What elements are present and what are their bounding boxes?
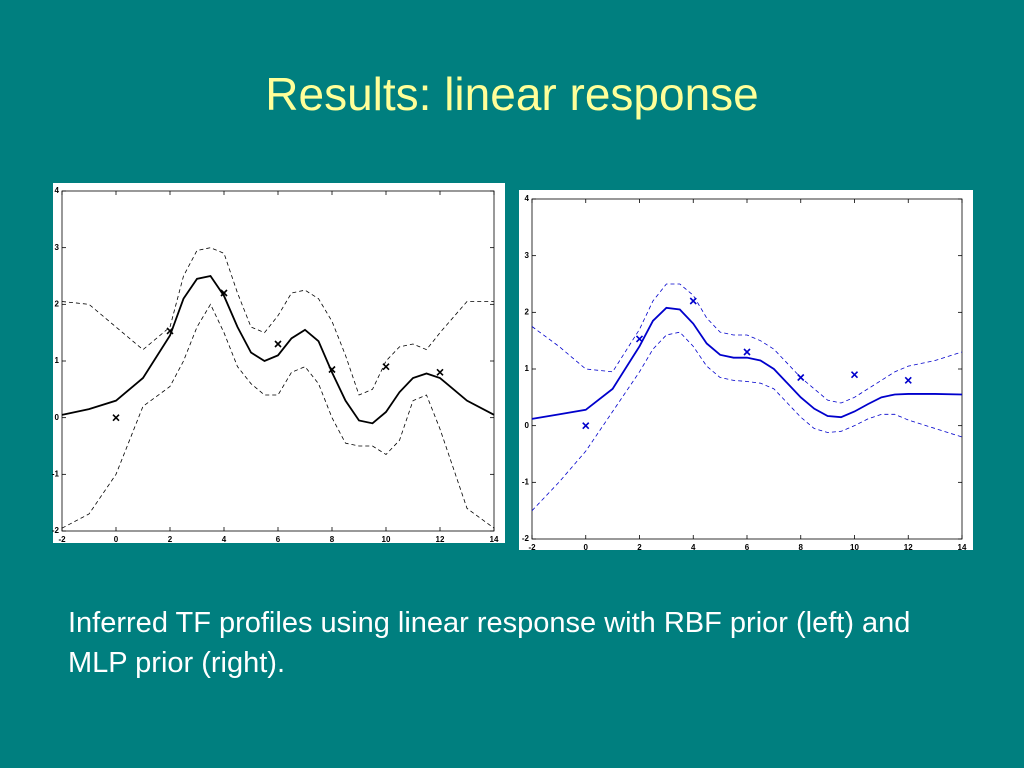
x-tick-label: -2 bbox=[528, 543, 536, 552]
y-tick-label: 2 bbox=[525, 307, 530, 316]
x-tick-label: 8 bbox=[799, 543, 804, 552]
data-point bbox=[328, 365, 336, 374]
x-tick-label: 10 bbox=[382, 535, 391, 544]
data-point bbox=[274, 340, 282, 348]
x-tick-label: 8 bbox=[330, 535, 335, 544]
y-tick-label: 4 bbox=[525, 194, 530, 203]
confidence-line bbox=[531, 331, 963, 511]
x-tick-label: 14 bbox=[490, 535, 499, 544]
y-tick-label: -2 bbox=[52, 526, 60, 535]
x-tick-label: 4 bbox=[222, 535, 227, 544]
x-tick-label: 0 bbox=[584, 543, 589, 552]
y-tick-label: 1 bbox=[525, 364, 530, 373]
data-point bbox=[797, 373, 805, 382]
x-tick-label: 6 bbox=[276, 535, 281, 544]
slide-title: Results: linear response bbox=[265, 68, 758, 120]
y-tick-label: 1 bbox=[55, 356, 60, 365]
y-tick-label: 0 bbox=[55, 413, 60, 422]
y-tick-label: 0 bbox=[525, 421, 530, 430]
data-point bbox=[112, 414, 120, 422]
data-point bbox=[220, 289, 228, 297]
confidence-line bbox=[531, 283, 963, 404]
y-tick-label: -1 bbox=[522, 477, 530, 486]
caption: Inferred TF profiles using linear respon… bbox=[68, 607, 911, 679]
x-tick-label: 12 bbox=[904, 543, 913, 552]
y-tick-label: -2 bbox=[522, 534, 530, 543]
y-tick-label: 3 bbox=[55, 243, 60, 252]
data-point bbox=[850, 371, 859, 379]
axes-box bbox=[61, 190, 495, 532]
x-tick-label: 14 bbox=[958, 543, 967, 552]
mean-line bbox=[61, 274, 495, 425]
data-point bbox=[635, 335, 644, 343]
mean-line bbox=[531, 306, 963, 420]
data-point bbox=[382, 363, 390, 371]
confidence-line bbox=[61, 303, 495, 529]
x-tick-label: 0 bbox=[114, 535, 119, 544]
confidence-line bbox=[61, 247, 494, 396]
data-point bbox=[582, 422, 590, 430]
x-tick-label: 12 bbox=[436, 535, 445, 544]
chart-panel bbox=[53, 183, 505, 543]
axes-box bbox=[531, 198, 963, 540]
data-point bbox=[689, 297, 697, 305]
data-point bbox=[166, 327, 174, 335]
x-tick-label: 4 bbox=[691, 543, 696, 552]
data-point bbox=[436, 368, 444, 376]
y-tick-label: 3 bbox=[525, 251, 530, 260]
y-tick-label: 2 bbox=[55, 299, 60, 308]
x-tick-label: 2 bbox=[637, 543, 642, 552]
x-tick-label: 10 bbox=[850, 543, 859, 552]
y-tick-label: -1 bbox=[52, 469, 60, 478]
y-tick-label: 4 bbox=[55, 186, 60, 195]
chart-panel bbox=[519, 190, 973, 550]
x-tick-label: 2 bbox=[168, 535, 173, 544]
data-point bbox=[743, 348, 751, 356]
x-tick-label: -2 bbox=[58, 535, 66, 544]
x-tick-label: 6 bbox=[745, 543, 750, 552]
data-point bbox=[904, 376, 912, 384]
